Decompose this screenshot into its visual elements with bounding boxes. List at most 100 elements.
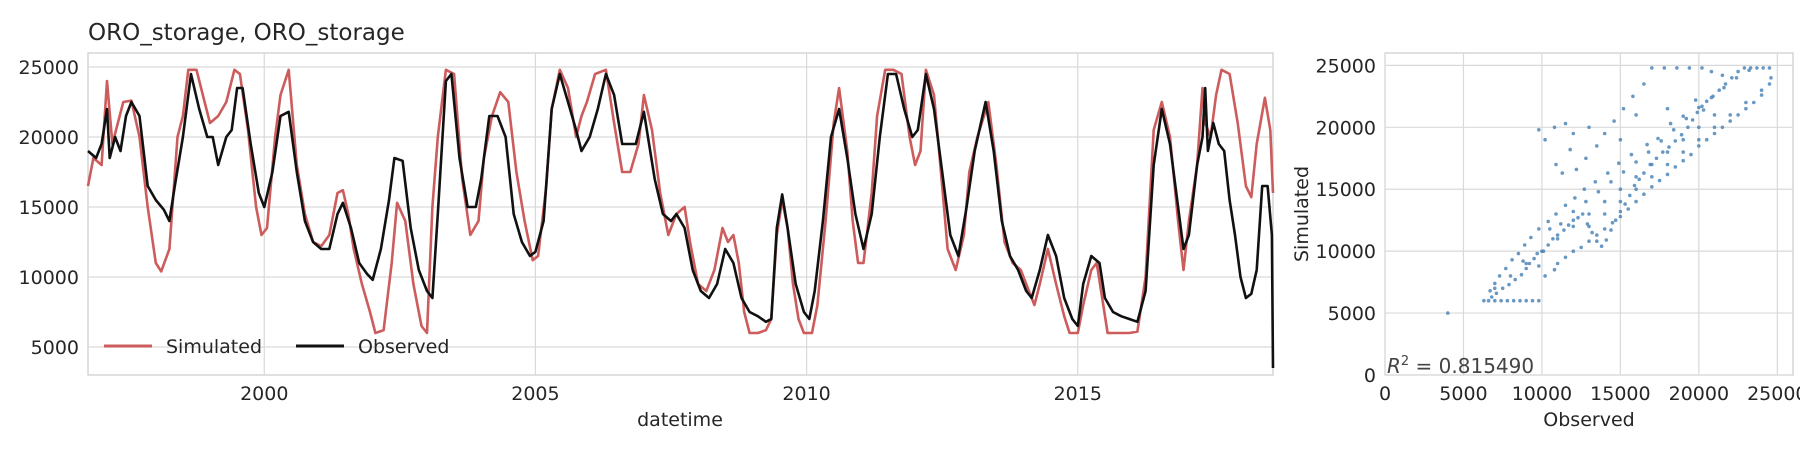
scatter-grid bbox=[1384, 53, 1793, 376]
scatter-point bbox=[1537, 128, 1541, 132]
scatter-y-tick-label: 20000 bbox=[1316, 117, 1376, 139]
scatter-point bbox=[1668, 121, 1673, 126]
scatter-point bbox=[1728, 119, 1732, 123]
scatter-point bbox=[1535, 251, 1539, 256]
scatter-point bbox=[1634, 199, 1638, 204]
scatter-point bbox=[1728, 113, 1732, 117]
scatter-point bbox=[1701, 108, 1706, 112]
scatter-point bbox=[1700, 104, 1704, 109]
scatter-point bbox=[1493, 298, 1497, 303]
scatter-point bbox=[1590, 230, 1594, 235]
scatter-y-tick-label: 10000 bbox=[1316, 241, 1376, 263]
scatter-point bbox=[1736, 69, 1740, 74]
scatter-point bbox=[1548, 227, 1552, 231]
scatter-point bbox=[1530, 298, 1535, 303]
scatter-point bbox=[1584, 199, 1588, 204]
scatter-point bbox=[1650, 66, 1654, 70]
scatter-point bbox=[1637, 177, 1641, 182]
scatter-point bbox=[1642, 171, 1646, 175]
scatter-point bbox=[1599, 244, 1604, 248]
scatter-point bbox=[1563, 255, 1568, 260]
timeseries-panel: ORO_storage, ORO_storage 5000 10000 15000 2… bbox=[19, 20, 1275, 431]
timeseries-frame bbox=[87, 52, 1274, 376]
timeseries-lines bbox=[86, 68, 1275, 369]
r-squared-value: = 0.815490 bbox=[1409, 354, 1534, 378]
scatter-point bbox=[1629, 152, 1634, 157]
scatter-point bbox=[1573, 196, 1577, 200]
scatter-point bbox=[1642, 82, 1646, 86]
scatter-point bbox=[1654, 156, 1659, 161]
scatter-point bbox=[1555, 233, 1560, 237]
scatter-point bbox=[1650, 175, 1654, 179]
scatter-point bbox=[1537, 227, 1541, 231]
scatter-point bbox=[1537, 298, 1541, 303]
r-squared-annotation: R2 = 0.815490 bbox=[1387, 354, 1534, 378]
scatter-point bbox=[1582, 187, 1587, 191]
scatter-point bbox=[1734, 76, 1739, 80]
scatter-point bbox=[1555, 261, 1560, 266]
scatter-point bbox=[1497, 274, 1502, 278]
scatter-point bbox=[1516, 251, 1521, 256]
scatter-point bbox=[1562, 228, 1566, 232]
r-squared-exponent: 2 bbox=[1401, 354, 1409, 369]
timeseries-x-label: datetime bbox=[637, 409, 723, 431]
scatter-point bbox=[1604, 238, 1609, 242]
scatter-point bbox=[1568, 147, 1572, 152]
scatter-point bbox=[1579, 245, 1583, 250]
scatter-point bbox=[1693, 98, 1698, 102]
scatter-point bbox=[1671, 128, 1676, 132]
scatter-point bbox=[1618, 187, 1623, 191]
scatter-y-tick-label: 5000 bbox=[1328, 303, 1376, 325]
scatter-x-tick-label: 5000 bbox=[1439, 383, 1487, 405]
scatter-x-tick-label: 10000 bbox=[1512, 383, 1572, 405]
scatter-point bbox=[1634, 113, 1638, 117]
scatter-point bbox=[1755, 66, 1759, 70]
scatter-point bbox=[1661, 150, 1665, 154]
scatter-point bbox=[1602, 131, 1607, 136]
scatter-point bbox=[1612, 119, 1616, 123]
scatter-point bbox=[1759, 88, 1764, 92]
legend-simulated-label: Simulated bbox=[166, 336, 262, 358]
scatter-point bbox=[1602, 199, 1607, 204]
scatter-point bbox=[1687, 66, 1692, 70]
timeseries-y-tick-label: 5000 bbox=[31, 337, 79, 359]
timeseries-y-tick-label: 20000 bbox=[19, 127, 79, 149]
timeseries-x-tick-label: 2000 bbox=[240, 383, 288, 405]
scatter-point bbox=[1690, 118, 1695, 122]
scatter-point bbox=[1587, 239, 1591, 243]
scatter-y-label: Simulated bbox=[1291, 166, 1313, 262]
scatter-point bbox=[1618, 209, 1623, 214]
scatter-point bbox=[1618, 137, 1623, 142]
scatter-point bbox=[1507, 282, 1511, 287]
scatter-point bbox=[1621, 170, 1626, 174]
scatter-point bbox=[1560, 171, 1565, 175]
scatter-x-tick-label: 25000 bbox=[1747, 383, 1800, 405]
scatter-point bbox=[1537, 264, 1541, 268]
scatter-point bbox=[1505, 298, 1510, 303]
scatter-point bbox=[1554, 162, 1558, 167]
scatter-point bbox=[1595, 233, 1599, 237]
scatter-point bbox=[1634, 187, 1638, 191]
scatter-point bbox=[1623, 202, 1627, 206]
scatter-point bbox=[1522, 243, 1527, 247]
scatter-point bbox=[1552, 125, 1557, 130]
scatter-point bbox=[1712, 113, 1717, 117]
scatter-point bbox=[1736, 113, 1740, 117]
scatter-point bbox=[1489, 295, 1494, 299]
scatter-point bbox=[1650, 185, 1654, 189]
scatter-point bbox=[1742, 66, 1747, 70]
scatter-point bbox=[1723, 82, 1728, 86]
scatter-point bbox=[1730, 76, 1734, 80]
scatter-point bbox=[1752, 100, 1756, 105]
scatter-point bbox=[1665, 162, 1670, 167]
scatter-point bbox=[1521, 259, 1525, 263]
timeseries-title: ORO_storage, ORO_storage bbox=[88, 20, 405, 46]
scatter-point bbox=[1602, 227, 1607, 231]
scatter-point bbox=[1681, 137, 1685, 142]
scatter-point bbox=[1551, 237, 1555, 241]
timeseries-x-tick-label: 2015 bbox=[1054, 383, 1102, 405]
scatter-point bbox=[1587, 224, 1591, 229]
scatter-points bbox=[1446, 66, 1773, 315]
scatter-point bbox=[1513, 277, 1517, 282]
scatter-point bbox=[1543, 137, 1547, 142]
